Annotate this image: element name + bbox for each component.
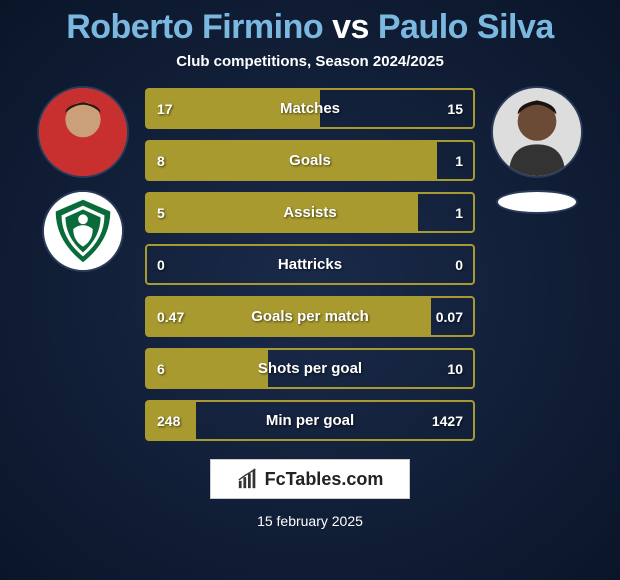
shield-icon [44,192,122,270]
title-vs: vs [332,8,369,46]
player2-avatar [491,86,583,178]
date-label: 15 february 2025 [257,513,363,529]
branding-badge: FcTables.com [210,459,411,499]
person-icon [493,88,581,176]
stat-row: 17 Matches 15 [145,88,475,129]
stat-value-left: 0 [157,257,165,273]
stat-value-right: 0.07 [436,309,463,325]
stat-row: 8 Goals 1 [145,140,475,181]
stat-row: 6 Shots per goal 10 [145,348,475,389]
comparison-content: 17Matches158Goals15Assists10Hattricks00.… [33,86,587,441]
stat-label: Hattricks [278,256,342,273]
chart-icon [237,468,259,490]
stat-label: Assists [283,204,336,221]
stat-value-right: 0 [455,257,463,273]
stat-row: 248 Min per goal 1427 [145,400,475,441]
player2-club-badge [496,190,578,214]
stat-bars: 17Matches158Goals15Assists10Hattricks00.… [145,88,475,441]
stat-row: 5 Assists 1 [145,192,475,233]
stat-value-right: 10 [447,361,463,377]
stat-label: Min per goal [266,412,354,429]
stat-value-left: 0.47 [157,309,184,325]
title-player1: Roberto Firmino [66,8,323,46]
stat-value-left: 5 [157,205,165,221]
stat-value-right: 1 [455,153,463,169]
stat-value-left: 17 [157,101,173,117]
stat-value-right: 1427 [432,413,463,429]
stat-label: Shots per goal [258,360,362,377]
title-player2: Paulo Silva [378,8,554,46]
stat-label: Goals [289,152,331,169]
stat-value-right: 1 [455,205,463,221]
right-side [487,86,587,214]
player1-club-badge [42,190,124,272]
stat-value-left: 8 [157,153,165,169]
person-icon [39,88,127,176]
stat-row: 0.47 Goals per match 0.07 [145,296,475,337]
stat-value-left: 6 [157,361,165,377]
branding-text: FcTables.com [265,469,384,490]
player1-avatar [37,86,129,178]
stat-fill [147,350,268,387]
page-title: Roberto Firmino vs Paulo Silva [66,8,554,47]
stat-label: Matches [280,100,340,117]
stat-value-right: 15 [447,101,463,117]
stat-value-left: 248 [157,413,180,429]
left-side [33,86,133,272]
stat-label: Goals per match [251,308,369,325]
stat-row: 0 Hattricks 0 [145,244,475,285]
subtitle: Club competitions, Season 2024/2025 [176,53,444,70]
